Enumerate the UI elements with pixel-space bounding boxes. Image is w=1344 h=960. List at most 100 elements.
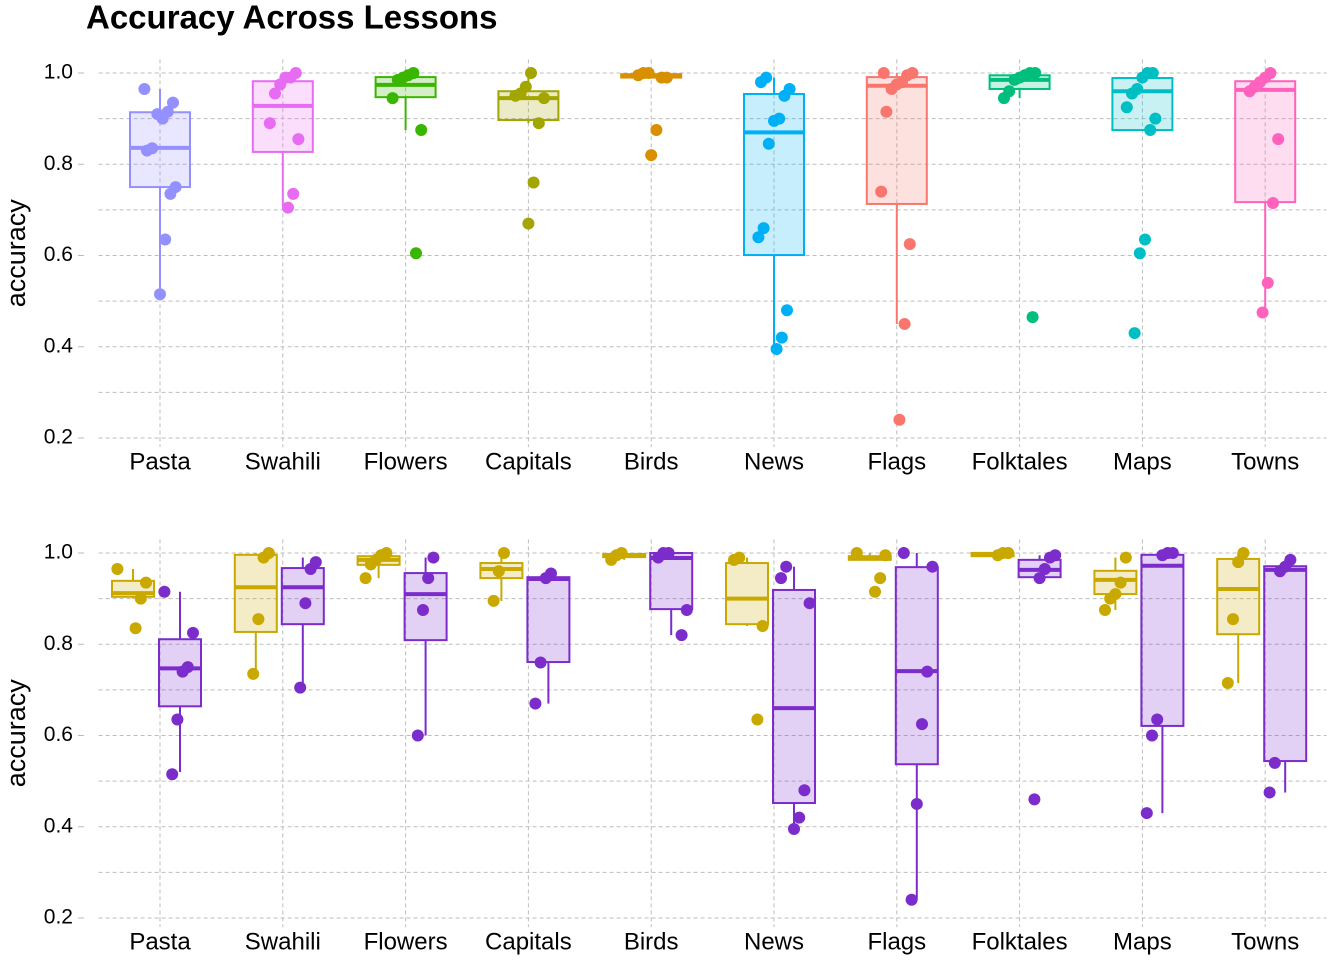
data-point — [869, 585, 881, 598]
x-tick-label: Flowers — [364, 448, 448, 475]
data-point — [1156, 549, 1169, 562]
data-point — [140, 576, 152, 589]
box — [1111, 77, 1174, 132]
data-point — [788, 823, 800, 836]
data-point — [154, 288, 166, 301]
data-point — [158, 585, 171, 598]
data-point — [274, 78, 287, 91]
data-point — [1136, 71, 1149, 84]
data-point — [775, 331, 788, 344]
box — [1216, 557, 1261, 636]
data-point — [1044, 551, 1056, 564]
data-point — [885, 82, 898, 95]
data-point — [1227, 613, 1239, 626]
box — [526, 576, 571, 664]
data-point — [415, 124, 428, 137]
x-tick-label: Folktales — [972, 448, 1068, 475]
data-point — [532, 117, 545, 130]
data-point — [166, 768, 179, 781]
data-point — [921, 665, 934, 678]
box — [1234, 80, 1297, 204]
data-point — [1263, 786, 1276, 799]
data-point — [880, 105, 893, 118]
data-point — [1140, 807, 1153, 820]
data-point — [757, 222, 770, 235]
data-point — [1099, 604, 1111, 617]
data-point — [893, 413, 906, 426]
x-tick-label: Folktales — [972, 928, 1068, 955]
x-tick-label: Flags — [867, 928, 926, 955]
data-point — [252, 613, 265, 626]
data-point — [359, 572, 372, 585]
data-point — [1272, 133, 1285, 146]
data-point — [176, 665, 189, 678]
x-tick-label: Capitals — [485, 448, 572, 475]
data-point — [292, 133, 305, 146]
data-point — [778, 89, 791, 102]
data-point — [1243, 85, 1256, 98]
x-tick-label: Birds — [624, 928, 679, 955]
data-point — [632, 69, 645, 82]
data-point — [1028, 793, 1041, 806]
data-point — [509, 89, 522, 102]
data-point — [1104, 592, 1117, 605]
data-point — [269, 87, 281, 100]
data-point — [386, 92, 399, 105]
data-point — [751, 713, 764, 726]
data-point — [1119, 551, 1132, 564]
data-point — [1026, 311, 1039, 324]
data-point — [755, 76, 767, 89]
data-point — [1151, 713, 1164, 726]
data-point — [427, 551, 440, 564]
data-point — [652, 551, 665, 564]
data-point — [1146, 729, 1158, 742]
data-point — [498, 547, 510, 559]
data-point — [299, 597, 312, 610]
data-point — [798, 784, 811, 797]
data-point — [187, 626, 199, 639]
data-point — [898, 317, 911, 330]
y-tick-label: 0.8 — [44, 632, 73, 655]
data-point — [538, 92, 550, 105]
data-point — [247, 667, 260, 680]
x-tick-label: Pasta — [129, 448, 191, 475]
data-point — [287, 187, 300, 200]
y-tick-label: 0.6 — [44, 723, 73, 746]
data-point — [1033, 572, 1046, 585]
data-point — [655, 71, 668, 84]
data-point — [304, 562, 317, 575]
data-point — [850, 547, 863, 559]
data-point — [1221, 677, 1234, 690]
data-point — [762, 137, 775, 150]
data-point — [151, 108, 164, 121]
data-point — [768, 114, 780, 127]
x-tick-label: Towns — [1231, 448, 1299, 475]
x-tick-label: News — [744, 928, 804, 955]
data-point — [605, 553, 618, 566]
box — [725, 562, 769, 626]
data-point — [364, 558, 377, 571]
data-point — [991, 549, 1004, 562]
data-point — [167, 96, 179, 109]
data-point — [998, 92, 1010, 105]
data-point — [529, 697, 542, 710]
data-point — [111, 562, 124, 575]
data-point — [1267, 197, 1279, 210]
data-point — [905, 893, 918, 906]
box — [894, 566, 939, 766]
data-point — [916, 718, 928, 731]
data-point — [1144, 124, 1157, 137]
y-tick-label: 0.6 — [44, 243, 73, 266]
data-point — [171, 713, 184, 726]
x-tick-label: Capitals — [485, 928, 572, 955]
data-point — [159, 233, 172, 246]
data-point — [1268, 756, 1281, 769]
data-point — [770, 343, 783, 356]
data-point — [134, 592, 147, 605]
data-point — [422, 572, 435, 585]
data-point — [1114, 576, 1127, 589]
data-point — [1256, 306, 1269, 319]
data-point — [1237, 547, 1250, 559]
data-point — [522, 217, 535, 230]
data-point — [680, 604, 693, 617]
